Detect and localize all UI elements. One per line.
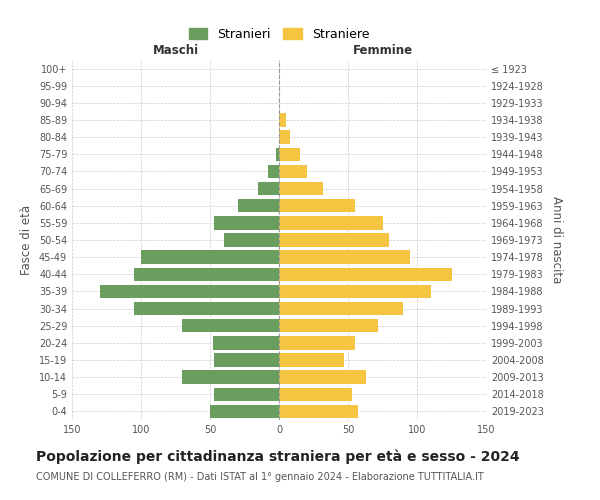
Bar <box>214 388 279 401</box>
Bar <box>182 319 279 332</box>
Text: Femmine: Femmine <box>352 44 413 57</box>
Bar <box>279 370 366 384</box>
Bar <box>279 182 323 196</box>
Bar <box>259 182 279 196</box>
Bar <box>141 250 279 264</box>
Bar <box>224 234 279 246</box>
Bar <box>214 354 279 366</box>
Legend: Stranieri, Straniere: Stranieri, Straniere <box>184 23 374 46</box>
Text: Maschi: Maschi <box>152 44 199 57</box>
Bar <box>279 234 389 246</box>
Bar <box>100 284 279 298</box>
Bar <box>182 370 279 384</box>
Bar <box>279 319 379 332</box>
Bar <box>279 148 300 161</box>
Y-axis label: Fasce di età: Fasce di età <box>20 205 33 275</box>
Bar <box>238 199 279 212</box>
Text: Popolazione per cittadinanza straniera per età e sesso - 2024: Popolazione per cittadinanza straniera p… <box>36 450 520 464</box>
Bar <box>210 404 279 418</box>
Bar <box>279 216 383 230</box>
Bar <box>279 268 452 281</box>
Bar <box>279 164 307 178</box>
Bar <box>214 216 279 230</box>
Y-axis label: Anni di nascita: Anni di nascita <box>550 196 563 284</box>
Bar <box>134 302 279 316</box>
Bar <box>279 336 355 349</box>
Bar <box>268 164 279 178</box>
Bar <box>279 130 290 144</box>
Bar <box>276 148 279 161</box>
Bar <box>279 388 352 401</box>
Bar <box>279 199 355 212</box>
Bar <box>279 404 358 418</box>
Bar <box>134 268 279 281</box>
Text: COMUNE DI COLLEFERRO (RM) - Dati ISTAT al 1° gennaio 2024 - Elaborazione TUTTITA: COMUNE DI COLLEFERRO (RM) - Dati ISTAT a… <box>36 472 484 482</box>
Bar <box>279 250 410 264</box>
Bar <box>279 114 286 126</box>
Bar <box>213 336 279 349</box>
Bar <box>279 354 344 366</box>
Bar <box>279 302 403 316</box>
Bar <box>279 284 431 298</box>
